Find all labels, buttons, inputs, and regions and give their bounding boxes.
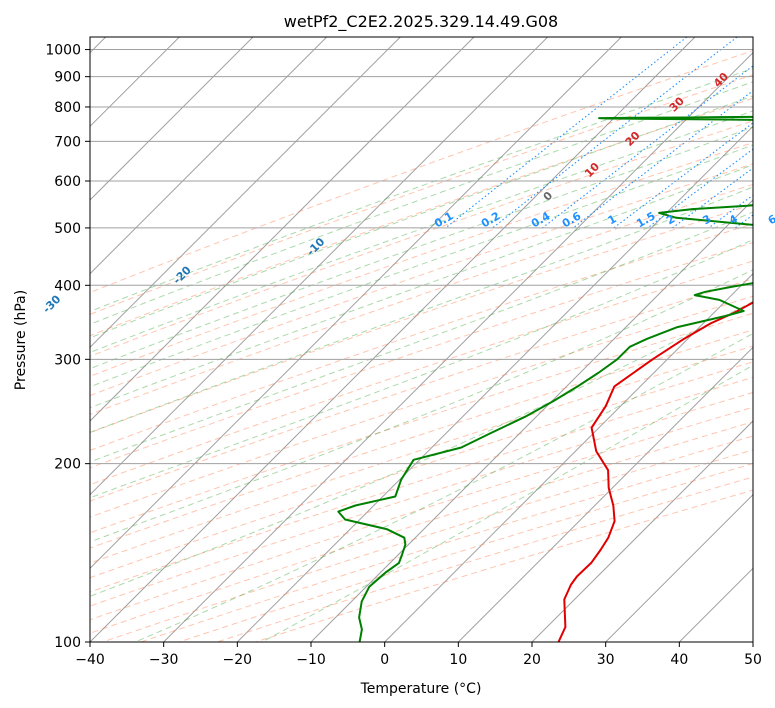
dry-adiabat bbox=[90, 329, 753, 549]
plot-frame bbox=[89, 36, 754, 643]
y-axis-title: Pressure (hPa) bbox=[13, 290, 29, 390]
moist-adiabat bbox=[135, 332, 753, 642]
profile-line bbox=[337, 115, 753, 642]
dry-adiabat bbox=[90, 242, 753, 469]
dry-adiabat bbox=[90, 223, 753, 451]
isotherm bbox=[310, 199, 753, 642]
dry-adiabat bbox=[90, 120, 753, 357]
moist-adiabat bbox=[90, 67, 753, 313]
isotherm bbox=[90, 37, 401, 349]
y-tick-label: 800 bbox=[54, 100, 81, 116]
y-tick-label: 900 bbox=[54, 70, 81, 86]
dry-adiabat bbox=[90, 376, 753, 593]
y-tick-label: 500 bbox=[54, 221, 81, 237]
x-axis-title: Temperature (°C) bbox=[360, 681, 482, 697]
y-tick-label: 1000 bbox=[45, 43, 81, 59]
isotherm bbox=[236, 125, 753, 642]
moist-adiabat bbox=[90, 186, 753, 433]
x-tick-label: 10 bbox=[449, 652, 467, 668]
x-tick-label: −10 bbox=[296, 652, 326, 668]
x-tick-label: 20 bbox=[523, 652, 541, 668]
y-tick-label: 100 bbox=[54, 635, 81, 651]
dry-adiabat bbox=[90, 74, 753, 316]
isotherm bbox=[90, 37, 549, 496]
x-tick-label: 30 bbox=[597, 652, 615, 668]
x-tick-label: 40 bbox=[670, 652, 688, 668]
dry-adiabat bbox=[90, 163, 753, 397]
dry-adiabat bbox=[90, 183, 753, 415]
isotherm bbox=[90, 37, 475, 422]
dry-adiabat bbox=[90, 312, 753, 534]
background-lines bbox=[90, 37, 753, 642]
y-tick-label: 700 bbox=[54, 134, 81, 150]
x-tick-label: −20 bbox=[223, 652, 253, 668]
isotherm bbox=[531, 420, 753, 642]
isotherm bbox=[457, 346, 753, 642]
isotherm bbox=[163, 51, 753, 642]
mixing-ratio-label: 6 bbox=[766, 212, 775, 227]
dry-adiabat bbox=[90, 278, 753, 502]
dry-adiabat bbox=[90, 142, 753, 377]
x-tick-label: 50 bbox=[744, 652, 762, 668]
dry-adiabat bbox=[90, 361, 753, 579]
moist-adiabat bbox=[261, 364, 753, 642]
isotherm bbox=[384, 272, 753, 642]
x-axis-ticks: −40 −30 −20 −10 0 10 20 30 40 50 bbox=[75, 642, 762, 668]
y-axis-ticks: 100 200 300 400 500 600 700 800 900 1000 bbox=[45, 43, 90, 651]
moist-adiabat bbox=[90, 144, 753, 388]
mixing-ratio-line bbox=[542, 65, 753, 229]
chart-title: wetPf2_C2E2.2025.329.14.49.G08 bbox=[284, 12, 558, 32]
mixing-ratio-line bbox=[572, 90, 753, 229]
isotherm bbox=[90, 37, 328, 275]
moist-adiabat bbox=[90, 164, 753, 409]
y-tick-label: 600 bbox=[54, 174, 81, 190]
dry-adiabat bbox=[90, 97, 753, 337]
isotherm bbox=[90, 37, 254, 201]
y-tick-label: 300 bbox=[54, 352, 81, 368]
isotherm bbox=[605, 493, 753, 642]
mixing-ratio-line bbox=[672, 167, 753, 229]
y-tick-label: 400 bbox=[54, 278, 81, 294]
moist-adiabat bbox=[90, 95, 753, 339]
y-tick-label: 200 bbox=[54, 457, 81, 473]
dry-adiabat bbox=[90, 50, 753, 294]
profiles bbox=[337, 115, 753, 642]
isotherm bbox=[90, 37, 696, 642]
moist-adiabat bbox=[90, 126, 753, 370]
x-tick-label: −40 bbox=[75, 652, 105, 668]
mixing-ratio-line bbox=[492, 37, 738, 229]
isotherm bbox=[90, 37, 622, 570]
x-tick-label: 0 bbox=[380, 652, 389, 668]
x-tick-label: −30 bbox=[149, 652, 179, 668]
